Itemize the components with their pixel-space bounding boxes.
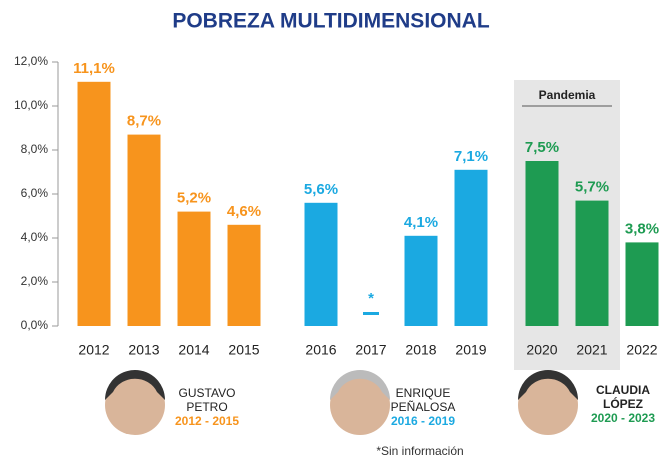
y-tick-label: 2,0% [21, 274, 49, 288]
value-label: 8,7% [127, 113, 161, 130]
bar [77, 81, 111, 326]
value-label: 7,1% [454, 148, 488, 165]
x-tick-label: 2022 [626, 342, 657, 358]
legend-entry: GUSTAVO PETRO 2012 - 2015 [172, 386, 242, 428]
chart-title: POBREZA MULTIDIMENSIONAL [172, 10, 489, 33]
legend-period: 2016 - 2019 [390, 414, 456, 428]
x-tick-label: 2015 [228, 342, 259, 358]
legend-name: GUSTAVO PETRO [178, 386, 236, 414]
x-tick-label: 2017 [355, 342, 386, 358]
portrait [105, 375, 165, 435]
portrait-hair [518, 370, 578, 400]
annotation: Pandemia [539, 88, 596, 102]
legend-entry: CLAUDIA LÓPEZ 2020 - 2023 [578, 383, 663, 425]
legend-entry: ENRIQUE PEÑALOSA 2016 - 2019 [388, 386, 458, 428]
value-label: 5,2% [177, 190, 211, 207]
bar [304, 202, 338, 326]
value-label: 4,1% [404, 214, 438, 231]
value-label: 5,6% [304, 181, 338, 198]
portrait [330, 375, 390, 435]
x-tick-label: 2012 [78, 342, 109, 358]
bar [625, 242, 659, 326]
y-tick-label: 6,0% [21, 186, 49, 200]
portrait [518, 375, 578, 435]
legend-period: 2020 - 2023 [590, 411, 656, 425]
value-label: 5,7% [575, 179, 609, 196]
value-label: 7,5% [525, 139, 559, 156]
bar [177, 211, 211, 326]
value-label: 3,8% [625, 220, 659, 237]
value-label: * [368, 290, 374, 307]
value-label: 11,1% [73, 60, 115, 77]
y-tick-label: 12,0% [14, 54, 48, 68]
footnote: *Sin información [376, 444, 463, 458]
bar [404, 235, 438, 326]
x-tick-label: 2018 [405, 342, 436, 358]
legend-name: CLAUDIA LÓPEZ [596, 383, 650, 411]
bar [227, 224, 261, 326]
no-data-marker [363, 312, 379, 315]
portrait-hair [330, 370, 390, 400]
x-tick-label: 2016 [305, 342, 336, 358]
y-tick-label: 8,0% [21, 142, 49, 156]
y-tick-label: 10,0% [14, 98, 48, 112]
x-tick-label: 2019 [455, 342, 486, 358]
bar [454, 169, 488, 326]
value-label: 4,6% [227, 203, 261, 220]
legend-name: ENRIQUE PEÑALOSA [390, 386, 456, 414]
bar [575, 200, 609, 326]
bar [525, 161, 559, 326]
bar [127, 134, 161, 326]
x-tick-label: 2014 [178, 342, 209, 358]
x-tick-label: 2020 [526, 342, 557, 358]
x-tick-label: 2013 [128, 342, 159, 358]
y-tick-label: 0,0% [21, 318, 49, 332]
x-tick-label: 2021 [576, 342, 607, 358]
portrait-hair [105, 370, 165, 400]
legend-period: 2012 - 2015 [174, 414, 240, 428]
y-tick-label: 4,0% [21, 230, 49, 244]
